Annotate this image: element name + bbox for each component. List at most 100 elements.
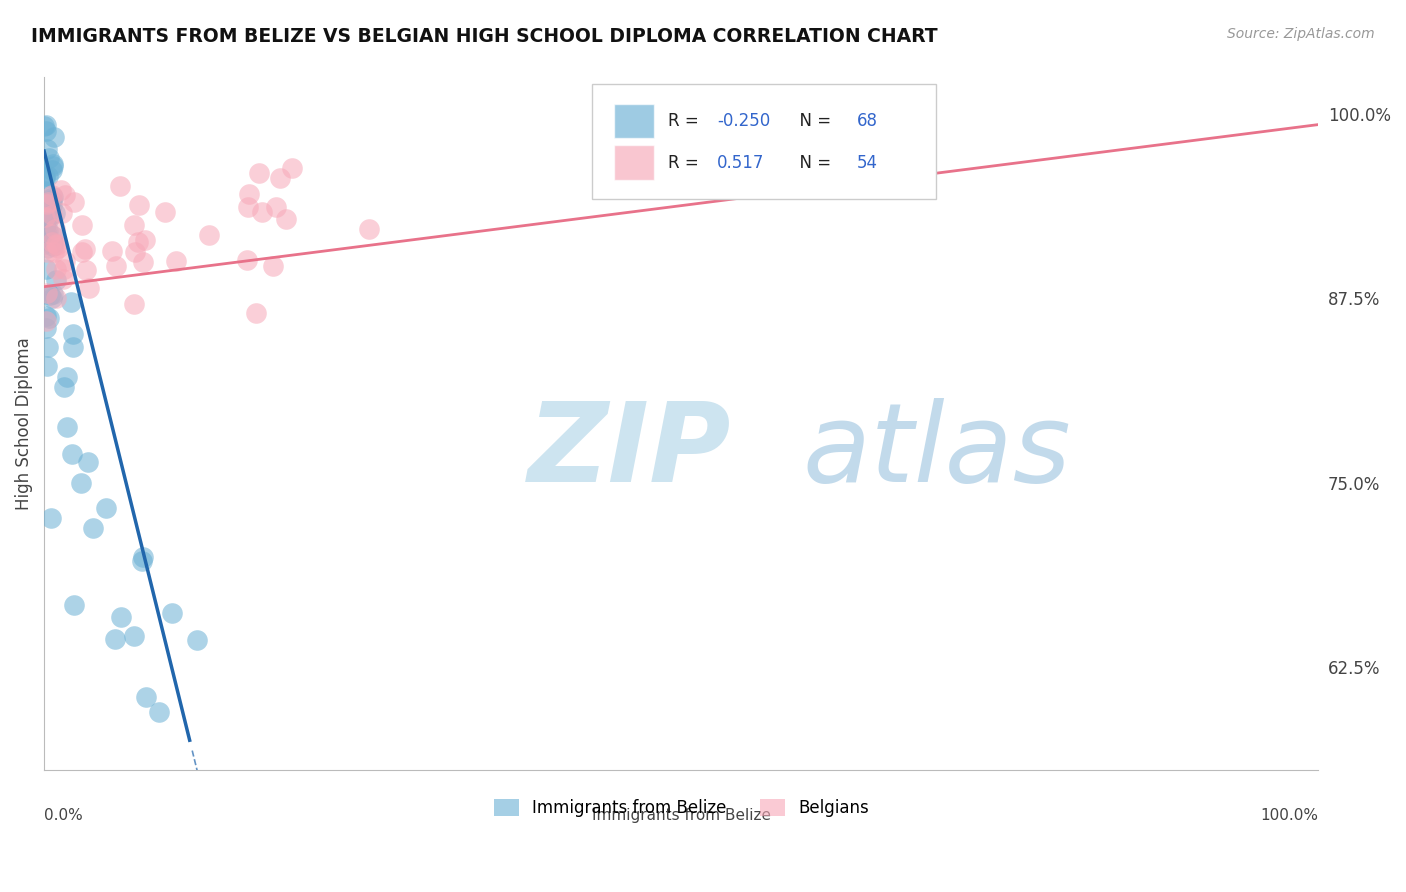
- Point: [70, 219, 93, 233]
- Point: [34, 226, 56, 240]
- Point: [39, 510, 62, 524]
- Point: [135, 690, 157, 705]
- Point: [42, 245, 65, 260]
- Text: ZIP: ZIP: [529, 398, 731, 505]
- Point: [77, 281, 100, 295]
- Point: [34, 215, 56, 229]
- Point: [56, 369, 79, 384]
- Point: [35, 261, 58, 276]
- Legend: Immigrants from Belize, Belgians: Immigrants from Belize, Belgians: [486, 792, 876, 824]
- Point: [35, 321, 58, 335]
- Point: [38, 311, 60, 326]
- Point: [35, 245, 58, 260]
- Point: [46, 241, 69, 255]
- Point: [34, 313, 56, 327]
- Point: [132, 255, 155, 269]
- Point: [131, 554, 153, 568]
- Point: [35, 142, 58, 156]
- Point: [70, 245, 93, 260]
- Point: [38, 288, 60, 302]
- Point: [41, 208, 63, 222]
- Point: [62, 340, 84, 354]
- Point: [122, 218, 145, 232]
- Point: [37, 194, 59, 209]
- Point: [37, 169, 59, 183]
- Text: R =: R =: [668, 112, 704, 130]
- Point: [60, 447, 83, 461]
- Point: [44, 206, 66, 220]
- Point: [245, 306, 267, 320]
- Text: -0.250: -0.250: [717, 112, 770, 130]
- Point: [124, 629, 146, 643]
- FancyBboxPatch shape: [613, 145, 654, 180]
- Point: [110, 610, 132, 624]
- Point: [41, 291, 63, 305]
- Point: [134, 233, 156, 247]
- Point: [34, 219, 56, 233]
- Point: [110, 178, 132, 193]
- Point: [105, 259, 128, 273]
- Text: Source: ZipAtlas.com: Source: ZipAtlas.com: [1227, 27, 1375, 41]
- Text: 0.517: 0.517: [717, 153, 765, 171]
- Point: [63, 194, 86, 209]
- Point: [45, 273, 67, 287]
- Point: [32, 224, 55, 238]
- Point: [42, 159, 65, 173]
- Point: [269, 171, 291, 186]
- Point: [280, 161, 302, 175]
- Point: [53, 254, 76, 268]
- Point: [37, 192, 59, 206]
- Point: [153, 205, 176, 219]
- Point: [34, 169, 56, 183]
- Point: [44, 221, 66, 235]
- Point: [76, 454, 98, 468]
- Point: [32, 119, 55, 133]
- Point: [165, 254, 187, 268]
- Point: [41, 187, 63, 202]
- Point: [34, 185, 56, 199]
- Point: [160, 606, 183, 620]
- Point: [236, 200, 259, 214]
- Point: [35, 124, 58, 138]
- Point: [45, 238, 67, 252]
- Point: [37, 359, 59, 373]
- Point: [53, 188, 76, 202]
- Point: [41, 190, 63, 204]
- Point: [94, 501, 117, 516]
- Point: [35, 216, 58, 230]
- Point: [62, 598, 84, 612]
- Text: 54: 54: [858, 153, 877, 171]
- Text: 68: 68: [858, 112, 877, 130]
- Point: [266, 200, 288, 214]
- Point: [41, 235, 63, 249]
- Point: [37, 340, 59, 354]
- Point: [37, 230, 59, 244]
- Point: [35, 241, 58, 255]
- Point: [51, 206, 73, 220]
- Point: [101, 244, 124, 259]
- Point: [52, 380, 75, 394]
- Text: N =: N =: [790, 153, 837, 171]
- Point: [122, 296, 145, 310]
- Point: [35, 196, 58, 211]
- Point: [45, 262, 67, 277]
- Point: [148, 705, 170, 719]
- Point: [252, 205, 274, 219]
- Point: [42, 157, 65, 171]
- Point: [186, 633, 208, 648]
- Point: [52, 262, 75, 277]
- Point: [52, 271, 75, 285]
- Text: 0.0%: 0.0%: [44, 808, 83, 823]
- Text: N =: N =: [790, 112, 837, 130]
- Y-axis label: High School Diploma: High School Diploma: [15, 337, 32, 510]
- Point: [127, 235, 149, 250]
- Point: [41, 198, 63, 212]
- Point: [34, 214, 56, 228]
- Point: [37, 203, 59, 218]
- Point: [75, 263, 97, 277]
- Point: [42, 286, 65, 301]
- Point: [44, 291, 66, 305]
- Point: [238, 186, 260, 201]
- FancyBboxPatch shape: [613, 103, 654, 138]
- Point: [34, 212, 56, 227]
